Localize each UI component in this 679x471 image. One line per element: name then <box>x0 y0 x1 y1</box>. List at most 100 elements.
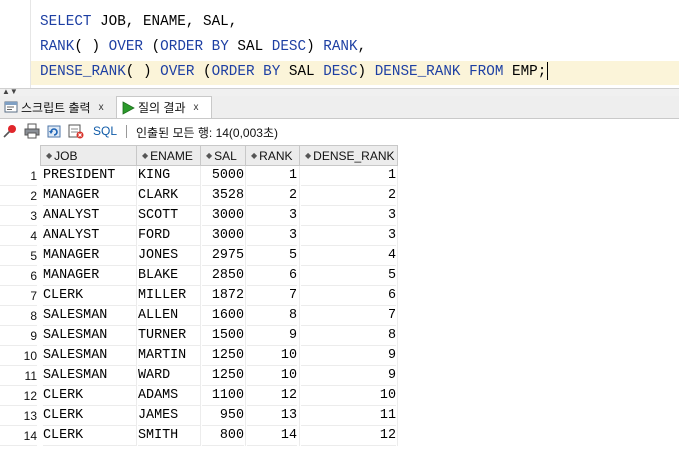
cell-dense-rank[interactable]: 1 <box>301 166 396 186</box>
row-number-cell[interactable]: 8 <box>0 306 37 326</box>
code-line-1[interactable]: SELECT JOB, ENAME, SAL, <box>40 11 237 33</box>
code-line-3[interactable]: DENSE_RANK( ) OVER (ORDER BY SAL DESC) D… <box>40 61 549 83</box>
collapse-arrow-icon[interactable]: ▲▼ <box>2 87 18 96</box>
cell-dense-rank[interactable]: 8 <box>301 326 396 346</box>
refresh-icon[interactable] <box>46 123 62 139</box>
close-icon[interactable]: x <box>98 101 104 113</box>
table-row[interactable]: 4 ANALYST FORD 3000 3 3 <box>0 226 400 246</box>
table-row[interactable]: 12 CLERK ADAMS 1100 12 10 <box>0 386 400 406</box>
cell-dense-rank[interactable]: 3 <box>301 206 396 226</box>
column-header-rank[interactable]: ◆ RANK <box>245 145 300 166</box>
row-number-cell[interactable]: 1 <box>0 166 37 186</box>
row-number-cell[interactable]: 6 <box>0 266 37 286</box>
cell-dense-rank[interactable]: 6 <box>301 286 396 306</box>
table-row[interactable]: 9 SALESMAN TURNER 1500 9 8 <box>0 326 400 346</box>
cell-ename[interactable]: JAMES <box>138 406 200 426</box>
cell-ename[interactable]: BLAKE <box>138 266 200 286</box>
cell-dense-rank[interactable]: 2 <box>301 186 396 206</box>
cell-rank[interactable]: 3 <box>247 206 297 226</box>
column-header-ename[interactable]: ◆ ENAME <box>136 145 201 166</box>
cell-ename[interactable]: SCOTT <box>138 206 200 226</box>
cell-rank[interactable]: 12 <box>247 386 297 406</box>
cell-rank[interactable]: 3 <box>247 226 297 246</box>
table-row[interactable]: 13 CLERK JAMES 950 13 11 <box>0 406 400 426</box>
row-number-cell[interactable]: 9 <box>0 326 37 346</box>
row-number-cell[interactable]: 4 <box>0 226 37 246</box>
close-icon[interactable]: x <box>193 102 199 113</box>
tab-script-output[interactable]: 스크립트 출력 x <box>0 97 114 117</box>
row-number-cell[interactable]: 2 <box>0 186 37 206</box>
panel-splitter[interactable]: ▲▼ <box>0 88 679 97</box>
cell-job[interactable]: SALESMAN <box>43 366 136 386</box>
table-row[interactable]: 10 SALESMAN MARTIN 1250 10 9 <box>0 346 400 366</box>
cell-ename[interactable]: MARTIN <box>138 346 200 366</box>
cell-sal[interactable]: 3528 <box>202 186 244 206</box>
cell-sal[interactable]: 1250 <box>202 346 244 366</box>
row-number-cell[interactable]: 3 <box>0 206 37 226</box>
cell-dense-rank[interactable]: 12 <box>301 426 396 446</box>
table-row[interactable]: 1 PRESIDENT KING 5000 1 1 <box>0 166 400 186</box>
cell-rank[interactable]: 1 <box>247 166 297 186</box>
cell-sal[interactable]: 2850 <box>202 266 244 286</box>
cell-job[interactable]: SALESMAN <box>43 326 136 346</box>
cell-ename[interactable]: JONES <box>138 246 200 266</box>
print-icon[interactable] <box>24 123 40 139</box>
row-number-cell[interactable]: 12 <box>0 386 37 406</box>
cell-sal[interactable]: 1872 <box>202 286 244 306</box>
cell-job[interactable]: CLERK <box>43 386 136 406</box>
cell-job[interactable]: MANAGER <box>43 246 136 266</box>
cell-sal[interactable]: 1500 <box>202 326 244 346</box>
table-row[interactable]: 6 MANAGER BLAKE 2850 6 5 <box>0 266 400 286</box>
cell-ename[interactable]: FORD <box>138 226 200 246</box>
cell-rank[interactable]: 8 <box>247 306 297 326</box>
cell-sal[interactable]: 800 <box>202 426 244 446</box>
cell-ename[interactable]: TURNER <box>138 326 200 346</box>
cell-rank[interactable]: 14 <box>247 426 297 446</box>
cell-job[interactable]: CLERK <box>43 426 136 446</box>
cell-sal[interactable]: 3000 <box>202 226 244 246</box>
cell-job[interactable]: CLERK <box>43 286 136 306</box>
sql-link[interactable]: SQL <box>93 124 118 138</box>
table-row[interactable]: 7 CLERK MILLER 1872 7 6 <box>0 286 400 306</box>
cell-job[interactable]: PRESIDENT <box>43 166 136 186</box>
column-header-sal[interactable]: ◆ SAL <box>200 145 246 166</box>
cell-job[interactable]: SALESMAN <box>43 306 136 326</box>
cell-rank[interactable]: 2 <box>247 186 297 206</box>
cell-job[interactable]: ANALYST <box>43 206 136 226</box>
cell-dense-rank[interactable]: 7 <box>301 306 396 326</box>
cell-ename[interactable]: SMITH <box>138 426 200 446</box>
cell-sal[interactable]: 1250 <box>202 366 244 386</box>
cell-dense-rank[interactable]: 9 <box>301 366 396 386</box>
row-number-cell[interactable]: 13 <box>0 406 37 426</box>
table-row[interactable]: 5 MANAGER JONES 2975 5 4 <box>0 246 400 266</box>
cell-job[interactable]: ANALYST <box>43 226 136 246</box>
cell-job[interactable]: MANAGER <box>43 186 136 206</box>
cell-sal[interactable]: 5000 <box>202 166 244 186</box>
cell-dense-rank[interactable]: 5 <box>301 266 396 286</box>
cell-dense-rank[interactable]: 10 <box>301 386 396 406</box>
cell-dense-rank[interactable]: 3 <box>301 226 396 246</box>
row-number-cell[interactable]: 5 <box>0 246 37 266</box>
table-row[interactable]: 11 SALESMAN WARD 1250 10 9 <box>0 366 400 386</box>
cell-sal[interactable]: 1600 <box>202 306 244 326</box>
cell-sal[interactable]: 1100 <box>202 386 244 406</box>
code-line-2[interactable]: RANK( ) OVER (ORDER BY SAL DESC) RANK, <box>40 36 366 58</box>
pin-icon[interactable] <box>2 123 18 139</box>
cell-ename[interactable]: ALLEN <box>138 306 200 326</box>
cell-ename[interactable]: CLARK <box>138 186 200 206</box>
cell-job[interactable]: SALESMAN <box>43 346 136 366</box>
cell-ename[interactable]: MILLER <box>138 286 200 306</box>
cell-ename[interactable]: KING <box>138 166 200 186</box>
row-number-cell[interactable]: 7 <box>0 286 37 306</box>
cell-sal[interactable]: 3000 <box>202 206 244 226</box>
table-row[interactable]: 8 SALESMAN ALLEN 1600 8 7 <box>0 306 400 326</box>
cell-ename[interactable]: ADAMS <box>138 386 200 406</box>
cell-job[interactable]: MANAGER <box>43 266 136 286</box>
column-header-job[interactable]: ◆ JOB <box>40 145 137 166</box>
sql-editor[interactable]: SELECT JOB, ENAME, SAL, RANK( ) OVER (OR… <box>0 0 679 88</box>
cell-rank[interactable]: 7 <box>247 286 297 306</box>
cell-sal[interactable]: 2975 <box>202 246 244 266</box>
row-number-cell[interactable]: 11 <box>0 366 37 386</box>
cell-rank[interactable]: 6 <box>247 266 297 286</box>
cell-rank[interactable]: 10 <box>247 366 297 386</box>
